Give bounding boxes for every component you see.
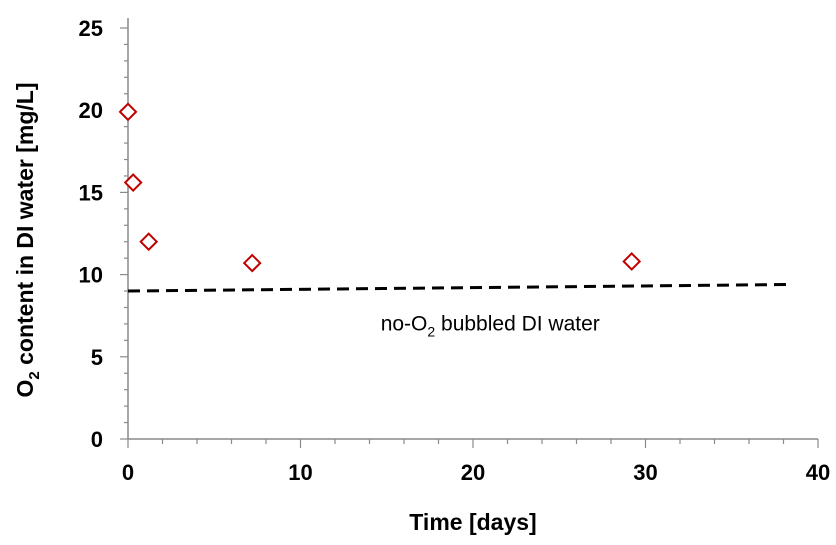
- y-axis-title: O2 content in DI water [mg/L]: [12, 82, 43, 397]
- annotation-group: no-O2 bubbled DI water: [381, 312, 600, 339]
- data-point: [242, 253, 262, 273]
- x-axis-title: Time [days]: [409, 509, 536, 535]
- x-tick-label: 40: [806, 460, 830, 485]
- tick-labels: 0 5 10 15 20 25 0 10 20 30 40: [79, 16, 831, 485]
- annotation-prefix: no-O: [381, 312, 428, 335]
- y-tick-label: 20: [79, 98, 103, 123]
- axis-titles: Time [days]O2 content in DI water [mg/L]: [12, 82, 537, 535]
- annotation-suffix: bubbled DI water: [435, 312, 600, 335]
- y-axis-title-subscript: 2: [26, 371, 43, 379]
- y-tick-label: 15: [79, 180, 103, 205]
- y-tick-label: 25: [79, 16, 103, 41]
- axes: [127, 18, 818, 440]
- reference-line: [127, 282, 793, 293]
- reference-line-group: [127, 282, 793, 293]
- data-point: [123, 173, 143, 192]
- tick-marks: [120, 27, 819, 448]
- data-point: [118, 102, 138, 122]
- y-tick-label: 5: [91, 345, 103, 370]
- data-point: [139, 232, 159, 252]
- y-axis-title-prefix: O: [12, 380, 38, 398]
- y-tick-label: 0: [91, 427, 103, 452]
- annotation-subscript: 2: [427, 323, 435, 339]
- x-tick-label: 20: [461, 460, 485, 485]
- y-axis-title-suffix: content in DI water [mg/L]: [12, 82, 38, 371]
- data-point: [622, 252, 642, 271]
- x-tick-label: 0: [122, 460, 134, 485]
- annotation-label: no-O2 bubbled DI water: [381, 312, 600, 339]
- data-points: [118, 102, 642, 273]
- x-tick-label: 10: [288, 460, 312, 485]
- x-tick-label: 30: [633, 460, 657, 485]
- y-tick-label: 10: [79, 263, 103, 288]
